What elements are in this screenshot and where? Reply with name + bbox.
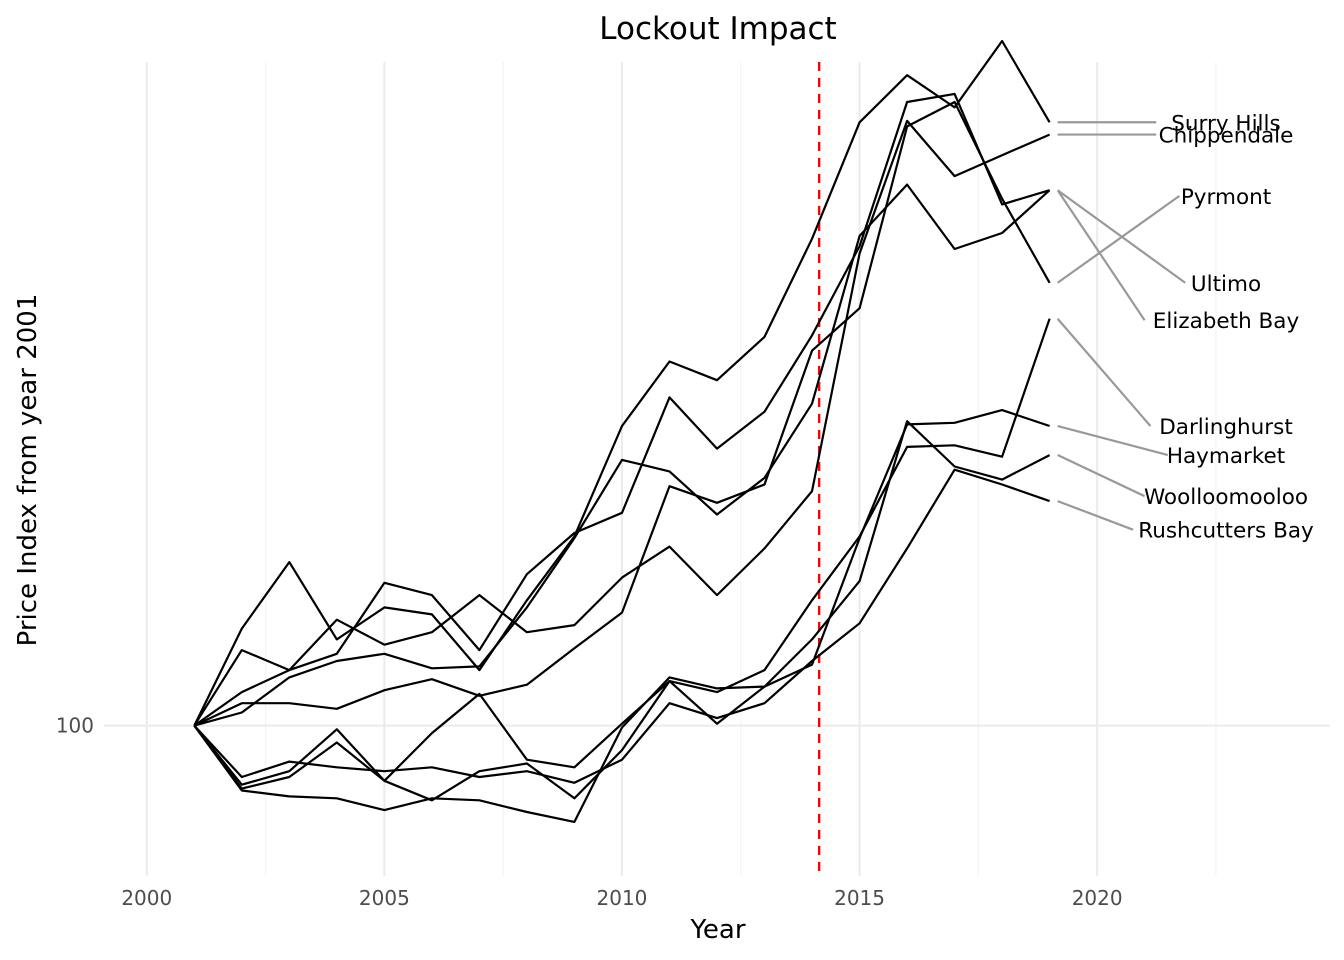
series-line-chippendale [193, 119, 1051, 727]
label-leader-woolloomooloo [1057, 454, 1146, 498]
series-label-rushcutters-bay: Rushcutters Bay [1138, 519, 1314, 544]
series-label-elizabeth-bay: Elizabeth Bay [1153, 309, 1300, 334]
label-leader-elizabeth-bay [1056, 189, 1146, 321]
series-label-woolloomooloo: Woolloomooloo [1144, 485, 1308, 510]
label-leader-darlinghurst [1056, 317, 1152, 427]
x-tick-label: 2010 [597, 886, 648, 910]
x-tick-label: 2020 [1072, 886, 1123, 910]
x-tick-label: 2000 [121, 886, 172, 910]
series-label-pyrmont: Pyrmont [1181, 185, 1271, 210]
label-leader-haymarket [1057, 424, 1169, 457]
y-tick-label: 100 [56, 714, 94, 738]
series-line-ultimo [193, 92, 1050, 727]
series-line-darlinghurst [193, 318, 1051, 790]
y-axis-title: Price Index from year 2001 [13, 294, 43, 647]
series-lines [193, 39, 1051, 824]
x-tick-label: 2015 [834, 886, 885, 910]
series-label-darlinghurst: Darlinghurst [1159, 415, 1293, 440]
series-label-chippendale: Chippendale [1159, 124, 1294, 149]
series-line-surry-hills [193, 39, 1051, 727]
series-line-rushcutters-bay [193, 468, 1050, 784]
grid-lines [104, 62, 1330, 876]
series-label-ultimo: Ultimo [1191, 272, 1261, 297]
chart-title: Lockout Impact [599, 11, 836, 47]
x-tick-label: 2005 [359, 886, 410, 910]
label-leader-rushcutters-bay [1057, 500, 1134, 531]
label-leader-ultimo [1056, 189, 1186, 284]
series-line-pyrmont [193, 100, 1051, 727]
series-line-woolloomooloo [193, 420, 1051, 802]
series-label-haymarket: Haymarket [1167, 444, 1285, 469]
label-leader-pyrmont [1056, 194, 1181, 284]
x-axis-title: Year [689, 915, 745, 945]
series-label-surry-hills: Surry Hills [1171, 111, 1280, 136]
axis-ticks: 2000 2005 2010 2015 2020 100 [56, 714, 1123, 910]
series-line-elizabeth-bay [194, 183, 1051, 727]
